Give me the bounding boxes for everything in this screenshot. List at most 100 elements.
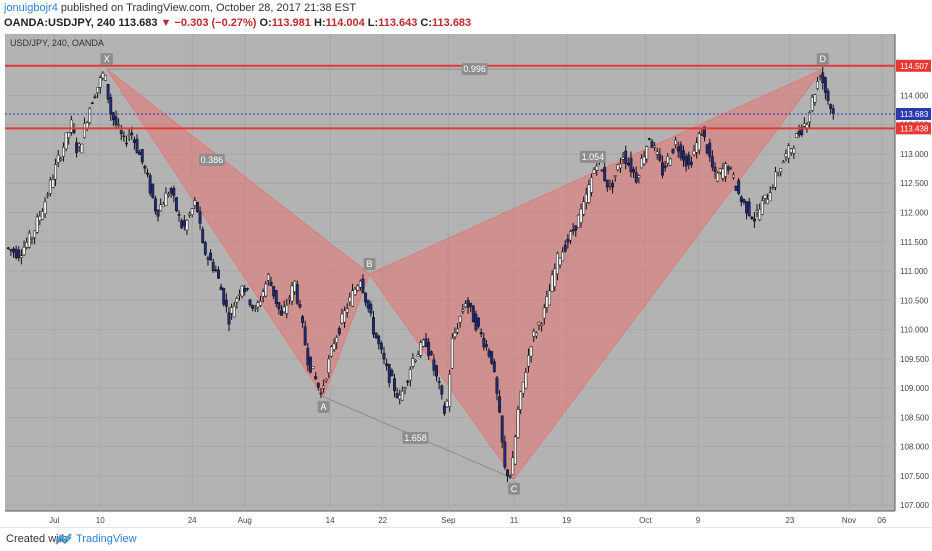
candle-body xyxy=(345,308,349,313)
candle-body xyxy=(240,285,244,297)
candle-body xyxy=(729,167,733,169)
candle-body xyxy=(243,288,247,292)
candle-body xyxy=(718,168,722,173)
candle-body xyxy=(182,220,186,226)
candle-body xyxy=(687,154,691,165)
candle-body xyxy=(293,280,297,293)
candle-body xyxy=(542,307,546,319)
candle-body xyxy=(684,156,688,167)
candle-body xyxy=(734,185,738,191)
candle-body xyxy=(272,286,276,297)
candle-body xyxy=(513,436,517,465)
candle-body xyxy=(193,200,197,206)
candle-body xyxy=(629,157,633,173)
candle-body xyxy=(119,130,123,135)
candle-body xyxy=(266,274,270,281)
candle-body xyxy=(477,317,481,327)
candle-body xyxy=(566,238,570,243)
candle-body xyxy=(739,196,743,203)
candle-body xyxy=(752,218,756,222)
candle-body xyxy=(724,163,727,177)
point-label-box xyxy=(100,53,113,66)
candle-body xyxy=(632,169,636,173)
price-chart[interactable]: 107.000 107.500 108.000 108.500 109.000 109.5… xyxy=(0,34,932,527)
x-tick-label: 24 xyxy=(188,516,197,525)
candle-body xyxy=(558,257,562,266)
candle-body xyxy=(689,161,693,166)
candle-body xyxy=(808,112,812,123)
y-tick-label: 112.000 xyxy=(900,209,929,218)
candle-body xyxy=(692,150,696,156)
candle-body xyxy=(637,175,641,178)
x-tick-label: 23 xyxy=(785,516,794,525)
candle-body xyxy=(198,211,202,224)
tradingview-brand-link[interactable]: TradingView xyxy=(76,533,137,545)
x-tick-label: 19 xyxy=(562,516,571,525)
candle-body xyxy=(471,305,475,323)
open-value: 113.981 xyxy=(271,17,311,29)
candle-body xyxy=(490,351,494,364)
candle-body xyxy=(161,204,165,207)
candle-body xyxy=(795,133,798,138)
candle-body xyxy=(487,350,491,357)
publish-info: jonuigbojr4 published on TradingView.com… xyxy=(4,2,356,14)
ratio-label: 0.996 xyxy=(463,64,486,74)
candle-body xyxy=(800,127,804,135)
y-tick-label: 109.500 xyxy=(900,355,929,364)
price-level-label: 114.507 xyxy=(900,62,929,71)
candle-body xyxy=(356,285,360,291)
candle-body xyxy=(818,76,822,79)
candle-body xyxy=(524,372,528,389)
candle-body xyxy=(190,208,194,215)
candle-body xyxy=(19,255,23,258)
candle-body xyxy=(755,210,759,213)
candle-body xyxy=(529,346,533,357)
candle-body xyxy=(308,356,312,373)
candle-body xyxy=(695,142,699,153)
candle-body xyxy=(624,150,628,164)
ratio-label-box xyxy=(198,153,225,166)
candle-body xyxy=(167,194,170,196)
candle-body xyxy=(222,287,226,305)
candle-body xyxy=(587,184,591,203)
y-tick-label: 109.000 xyxy=(900,384,929,393)
candle-body xyxy=(130,132,134,136)
candle-body xyxy=(621,157,625,160)
candle-body xyxy=(448,374,452,408)
candle-body xyxy=(479,332,483,335)
candle-body xyxy=(132,139,136,144)
candle-body xyxy=(114,116,118,125)
author-link[interactable]: jonuigbojr4 xyxy=(4,2,58,14)
price-level-tag xyxy=(896,59,931,72)
candle-body xyxy=(48,179,52,194)
candle-body xyxy=(432,359,436,371)
candle-body xyxy=(151,183,155,198)
candle-body xyxy=(316,382,320,388)
candle-body xyxy=(306,348,310,366)
close-value: 113.683 xyxy=(432,17,472,29)
y-tick-label: 111.000 xyxy=(900,267,928,276)
point-label-box xyxy=(816,53,829,66)
candle-body xyxy=(534,332,538,337)
ratio-label-box xyxy=(461,63,488,76)
candle-body xyxy=(6,247,10,249)
candle-body xyxy=(125,142,128,145)
candle-body xyxy=(519,391,523,410)
candle-body xyxy=(148,175,152,194)
candle-body xyxy=(713,167,717,173)
candle-body xyxy=(545,296,549,308)
point-label-x: X xyxy=(104,54,110,64)
candle-body xyxy=(196,202,199,212)
last-price: 113.683 xyxy=(118,17,158,29)
candle-body xyxy=(419,342,423,356)
candle-body xyxy=(766,198,770,204)
candle-body xyxy=(274,290,278,305)
candle-body xyxy=(776,173,780,176)
candle-body xyxy=(750,216,754,219)
price-level-label: 113.438 xyxy=(900,124,929,133)
candle-body xyxy=(645,146,649,160)
candle-body xyxy=(406,380,410,383)
candle-body xyxy=(269,281,273,286)
candle-body xyxy=(337,328,341,334)
candle-body xyxy=(445,400,449,408)
